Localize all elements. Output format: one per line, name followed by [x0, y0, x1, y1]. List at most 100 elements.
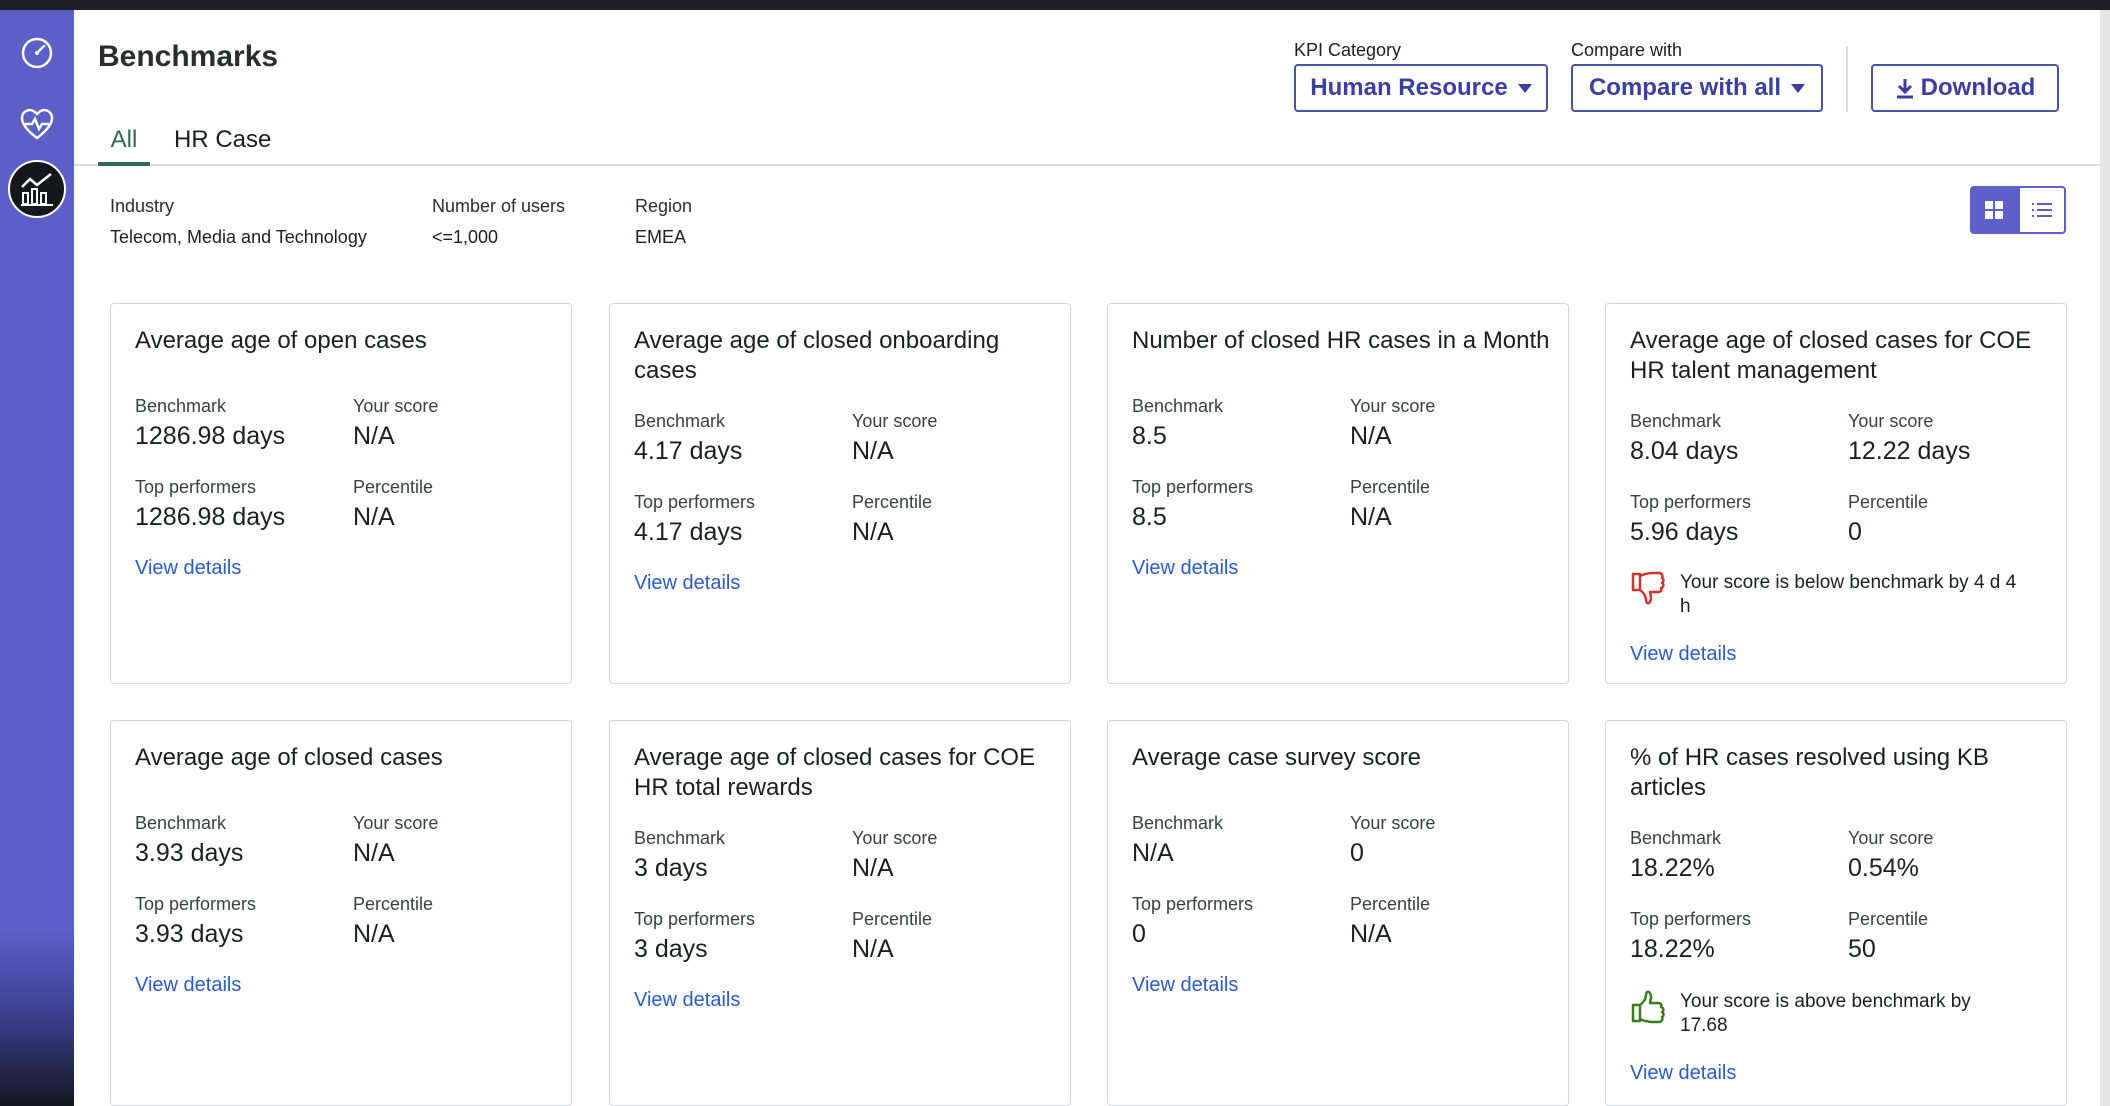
kpi-category-value: Human Resource [1310, 74, 1508, 101]
percentile-label: Percentile [1350, 477, 1431, 497]
benchmark-label: Benchmark [1132, 813, 1224, 833]
your-score-label: Your score [1350, 813, 1436, 833]
your-score-label: Your score [1848, 411, 1934, 431]
industry-label: Industry [110, 196, 175, 216]
kpi-card: Average age of closed cases Benchmark 3.… [110, 720, 572, 1106]
top-performers-value: 3 days [634, 935, 708, 963]
percentile-value: N/A [353, 920, 395, 948]
kpi-card-title: Average age of closed cases for COE HR t… [634, 744, 1036, 801]
top-performers-label: Top performers [1132, 894, 1254, 914]
top-performers-label: Top performers [135, 894, 257, 914]
heart-pulse-icon[interactable] [12, 100, 62, 150]
percentile-label: Percentile [353, 894, 434, 914]
benchmark-label: Benchmark [634, 828, 726, 848]
top-performers-label: Top performers [634, 909, 756, 929]
benchmark-label: Benchmark [135, 813, 227, 833]
tab-all[interactable]: All [98, 126, 150, 166]
benchmark-value: 8.04 days [1630, 437, 1739, 465]
your-score-label: Your score [852, 828, 938, 848]
benchmark-value: 4.17 days [634, 437, 743, 465]
page-title: Benchmarks [98, 40, 279, 73]
top-performers-value: 5.96 days [1630, 518, 1739, 546]
score-comparison-note: Your score is below benchmark by 4 d 4 h [1680, 572, 2017, 617]
window-top-bar [0, 0, 2110, 10]
benchmark-label: Benchmark [1132, 396, 1224, 416]
percentile-value: N/A [852, 518, 894, 546]
your-score-value: N/A [353, 422, 395, 450]
your-score-label: Your score [353, 813, 439, 833]
your-score-label: Your score [1848, 828, 1934, 848]
top-performers-value: 8.5 [1132, 503, 1167, 531]
window-edge [2100, 10, 2110, 1106]
region-value: EMEA [635, 227, 687, 247]
caret-down-icon [1517, 83, 1532, 93]
tab-hr-case[interactable]: HR Case [174, 126, 272, 153]
benchmark-label: Benchmark [634, 411, 726, 431]
percentile-label: Percentile [852, 909, 933, 929]
top-performers-value: 0 [1132, 920, 1146, 948]
users-value: <=1,000 [432, 227, 499, 247]
percentile-label: Percentile [852, 492, 933, 512]
grid-view-button[interactable] [1970, 186, 2018, 234]
benchmark-label: Benchmark [1630, 411, 1722, 431]
score-comparison-note: Your score is above benchmark by 17.68 [1680, 991, 1971, 1036]
benchmark-label: Benchmark [135, 396, 227, 416]
kpi-category-dropdown[interactable]: Human Resource [1294, 64, 1548, 112]
left-sidebar [0, 10, 74, 1106]
your-score-label: Your score [353, 396, 439, 416]
percentile-label: Percentile [1848, 492, 1929, 512]
kpi-card-title: Average age of closed cases [135, 744, 443, 771]
kpi-card: Average age of closed onboarding cases B… [609, 303, 1071, 684]
top-performers-label: Top performers [634, 492, 756, 512]
view-details-link[interactable]: View details [634, 572, 741, 594]
benchmarks-chart-icon[interactable] [8, 160, 66, 218]
download-label: Download [1920, 74, 2036, 101]
kpi-card-title: % of HR cases resolved using KB articles [1630, 744, 1989, 801]
your-score-label: Your score [852, 411, 938, 431]
view-details-link[interactable]: View details [634, 989, 741, 1011]
benchmark-value: 8.5 [1132, 422, 1167, 450]
percentile-value: N/A [852, 935, 894, 963]
percentile-value: 0 [1848, 518, 1862, 546]
percentile-value: 50 [1848, 935, 1876, 963]
kpi-card: Average age of closed cases for COE HR t… [609, 720, 1071, 1106]
thumbs-up-icon [1631, 990, 1665, 1024]
view-details-link[interactable]: View details [1132, 557, 1239, 579]
kpi-category-label: KPI Category [1294, 40, 1402, 60]
compare-with-dropdown[interactable]: Compare with all [1571, 64, 1823, 112]
top-performers-label: Top performers [1630, 492, 1752, 512]
list-icon [2032, 203, 2052, 217]
your-score-value: N/A [852, 437, 894, 465]
top-performers-value: 1286.98 days [135, 503, 286, 531]
kpi-card-title: Average age of closed onboarding cases [634, 327, 1000, 384]
top-performers-value: 4.17 days [634, 518, 743, 546]
benchmark-label: Benchmark [1630, 828, 1722, 848]
your-score-value: 0.54% [1848, 854, 1919, 882]
list-view-button[interactable] [2018, 186, 2066, 234]
your-score-value: N/A [1350, 422, 1392, 450]
kpi-card: Average case survey score Benchmark N/A … [1107, 720, 1569, 1106]
view-details-link[interactable]: View details [1630, 1062, 1737, 1084]
your-score-label: Your score [1350, 396, 1436, 416]
benchmarks-page: Benchmarks KPI Category Human Resource C… [74, 10, 2100, 1106]
dashboard-gauge-icon[interactable] [12, 28, 62, 78]
your-score-value: 12.22 days [1848, 437, 1971, 465]
top-performers-value: 18.22% [1630, 935, 1715, 963]
kpi-card-title: Average case survey score [1132, 744, 1422, 771]
tab-bar: All HR Case [74, 110, 2100, 166]
view-details-link[interactable]: View details [135, 974, 242, 996]
kpi-card: Average age of open cases Benchmark 1286… [110, 303, 572, 684]
top-performers-label: Top performers [1132, 477, 1254, 497]
kpi-card-title: Average age of closed cases for COE HR t… [1630, 327, 2032, 384]
top-performers-value: 3.93 days [135, 920, 244, 948]
view-details-link[interactable]: View details [1132, 974, 1239, 996]
download-icon [1896, 79, 1913, 99]
view-details-link[interactable]: View details [1630, 643, 1737, 665]
kpi-card-title: Average age of open cases [135, 327, 427, 354]
percentile-value: N/A [1350, 920, 1392, 948]
percentile-label: Percentile [1350, 894, 1431, 914]
download-button[interactable]: Download [1871, 64, 2059, 112]
top-performers-label: Top performers [135, 477, 257, 497]
your-score-value: 0 [1350, 839, 1364, 867]
view-details-link[interactable]: View details [135, 557, 242, 579]
